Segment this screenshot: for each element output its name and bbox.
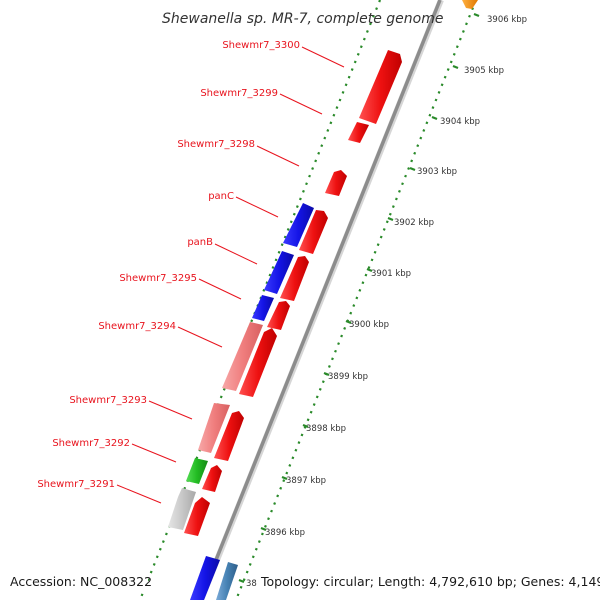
tick-mark	[345, 319, 352, 325]
tick-mark	[281, 475, 288, 481]
tick-mark	[473, 12, 480, 18]
map-title: Shewanella sp. MR-7, complete genome	[162, 11, 443, 27]
gene-panb-feature	[280, 256, 309, 301]
tick-label-partial: 38	[246, 579, 257, 589]
tick-mark	[431, 115, 438, 121]
label-connector	[279, 93, 323, 115]
tick-label-3899: 3899 kbp	[328, 372, 368, 382]
gene-label-shewmr7-3298: Shewmr7_3298	[177, 139, 255, 150]
gene-blue-2	[264, 251, 294, 294]
label-connector	[214, 243, 258, 265]
gene-orange	[462, 0, 478, 9]
tick-label-3903: 3903 kbp	[417, 167, 457, 177]
gene-shewmr7-3294-feature	[239, 328, 277, 397]
backbone	[198, 0, 442, 600]
tick-label-3904: 3904 kbp	[440, 117, 480, 127]
label-connector	[198, 278, 242, 300]
gene-panc-feature	[299, 210, 328, 254]
gene-shewmr7-3295-feature	[267, 301, 290, 330]
gene-label-shewmr7-3294: Shewmr7_3294	[98, 321, 176, 332]
tick-mark	[323, 371, 330, 377]
topology-label: Topology: circular; Length: 4,792,610 bp…	[260, 574, 600, 589]
gene-blue-3	[252, 295, 274, 321]
tick-mark	[302, 423, 309, 429]
gene-label-shewmr7-3293: Shewmr7_3293	[69, 395, 147, 406]
gene-pink-2	[198, 403, 230, 453]
footer-backdrop-right	[258, 572, 600, 590]
tick-mark	[452, 64, 459, 70]
gene-steelblue	[216, 562, 238, 600]
tick-mark	[366, 267, 373, 273]
gene-pink-1	[222, 322, 263, 391]
gene-shewmr7-3292-feature	[202, 465, 222, 492]
tick-label-3897: 3897 kbp	[286, 476, 326, 486]
gene-shewmr7-3293-feature	[214, 411, 244, 461]
gene-label-shewmr7-3300: Shewmr7_3300	[222, 40, 300, 51]
gene-label-shewmr7-3295: Shewmr7_3295	[119, 273, 197, 284]
tick-mark	[238, 578, 245, 584]
gene-label-panb: panB	[187, 237, 213, 248]
gene-label-shewmr7-3291: Shewmr7_3291	[37, 479, 115, 490]
tick-mark	[409, 166, 416, 172]
label-connector	[256, 145, 300, 167]
gene-label-shewmr7-3299: Shewmr7_3299	[200, 88, 278, 99]
label-connector	[131, 443, 177, 463]
gene-shewmr7-3299-feature	[348, 122, 369, 143]
gene-blue-1	[283, 203, 314, 247]
tick-mark	[387, 216, 394, 222]
tick-label-3898: 3898 kbp	[306, 424, 346, 434]
tick-label-3901: 3901 kbp	[371, 269, 411, 279]
tick-label-3896: 3896 kbp	[265, 528, 305, 538]
tick-label-3906: 3906 kbp	[487, 15, 527, 25]
outer-dotted-ring	[234, 0, 478, 600]
tick-label-3900: 3900 kbp	[349, 320, 389, 330]
label-connector	[301, 46, 345, 68]
footer-backdrop-left	[8, 572, 148, 590]
gene-label-panc: panC	[208, 191, 234, 202]
accession-label: Accession: NC_008322	[10, 574, 152, 589]
label-connector	[177, 326, 223, 348]
label-connector	[116, 484, 162, 504]
tick-label-3905: 3905 kbp	[464, 66, 504, 76]
inner-dotted-ring	[138, 0, 382, 600]
label-connector	[235, 196, 279, 218]
gene-shewmr7-3298-feature	[325, 170, 347, 196]
tick-label-3902: 3902 kbp	[394, 218, 434, 228]
gene-gray	[168, 488, 196, 530]
tick-mark	[260, 526, 267, 532]
gene-shewmr7-3291-feature	[184, 497, 210, 536]
gene-shewmr7-3300-feature	[359, 50, 402, 124]
gene-label-shewmr7-3292: Shewmr7_3292	[52, 438, 130, 449]
label-connector	[148, 400, 193, 420]
gene-green	[186, 458, 208, 484]
gene-blue-4	[190, 556, 220, 600]
